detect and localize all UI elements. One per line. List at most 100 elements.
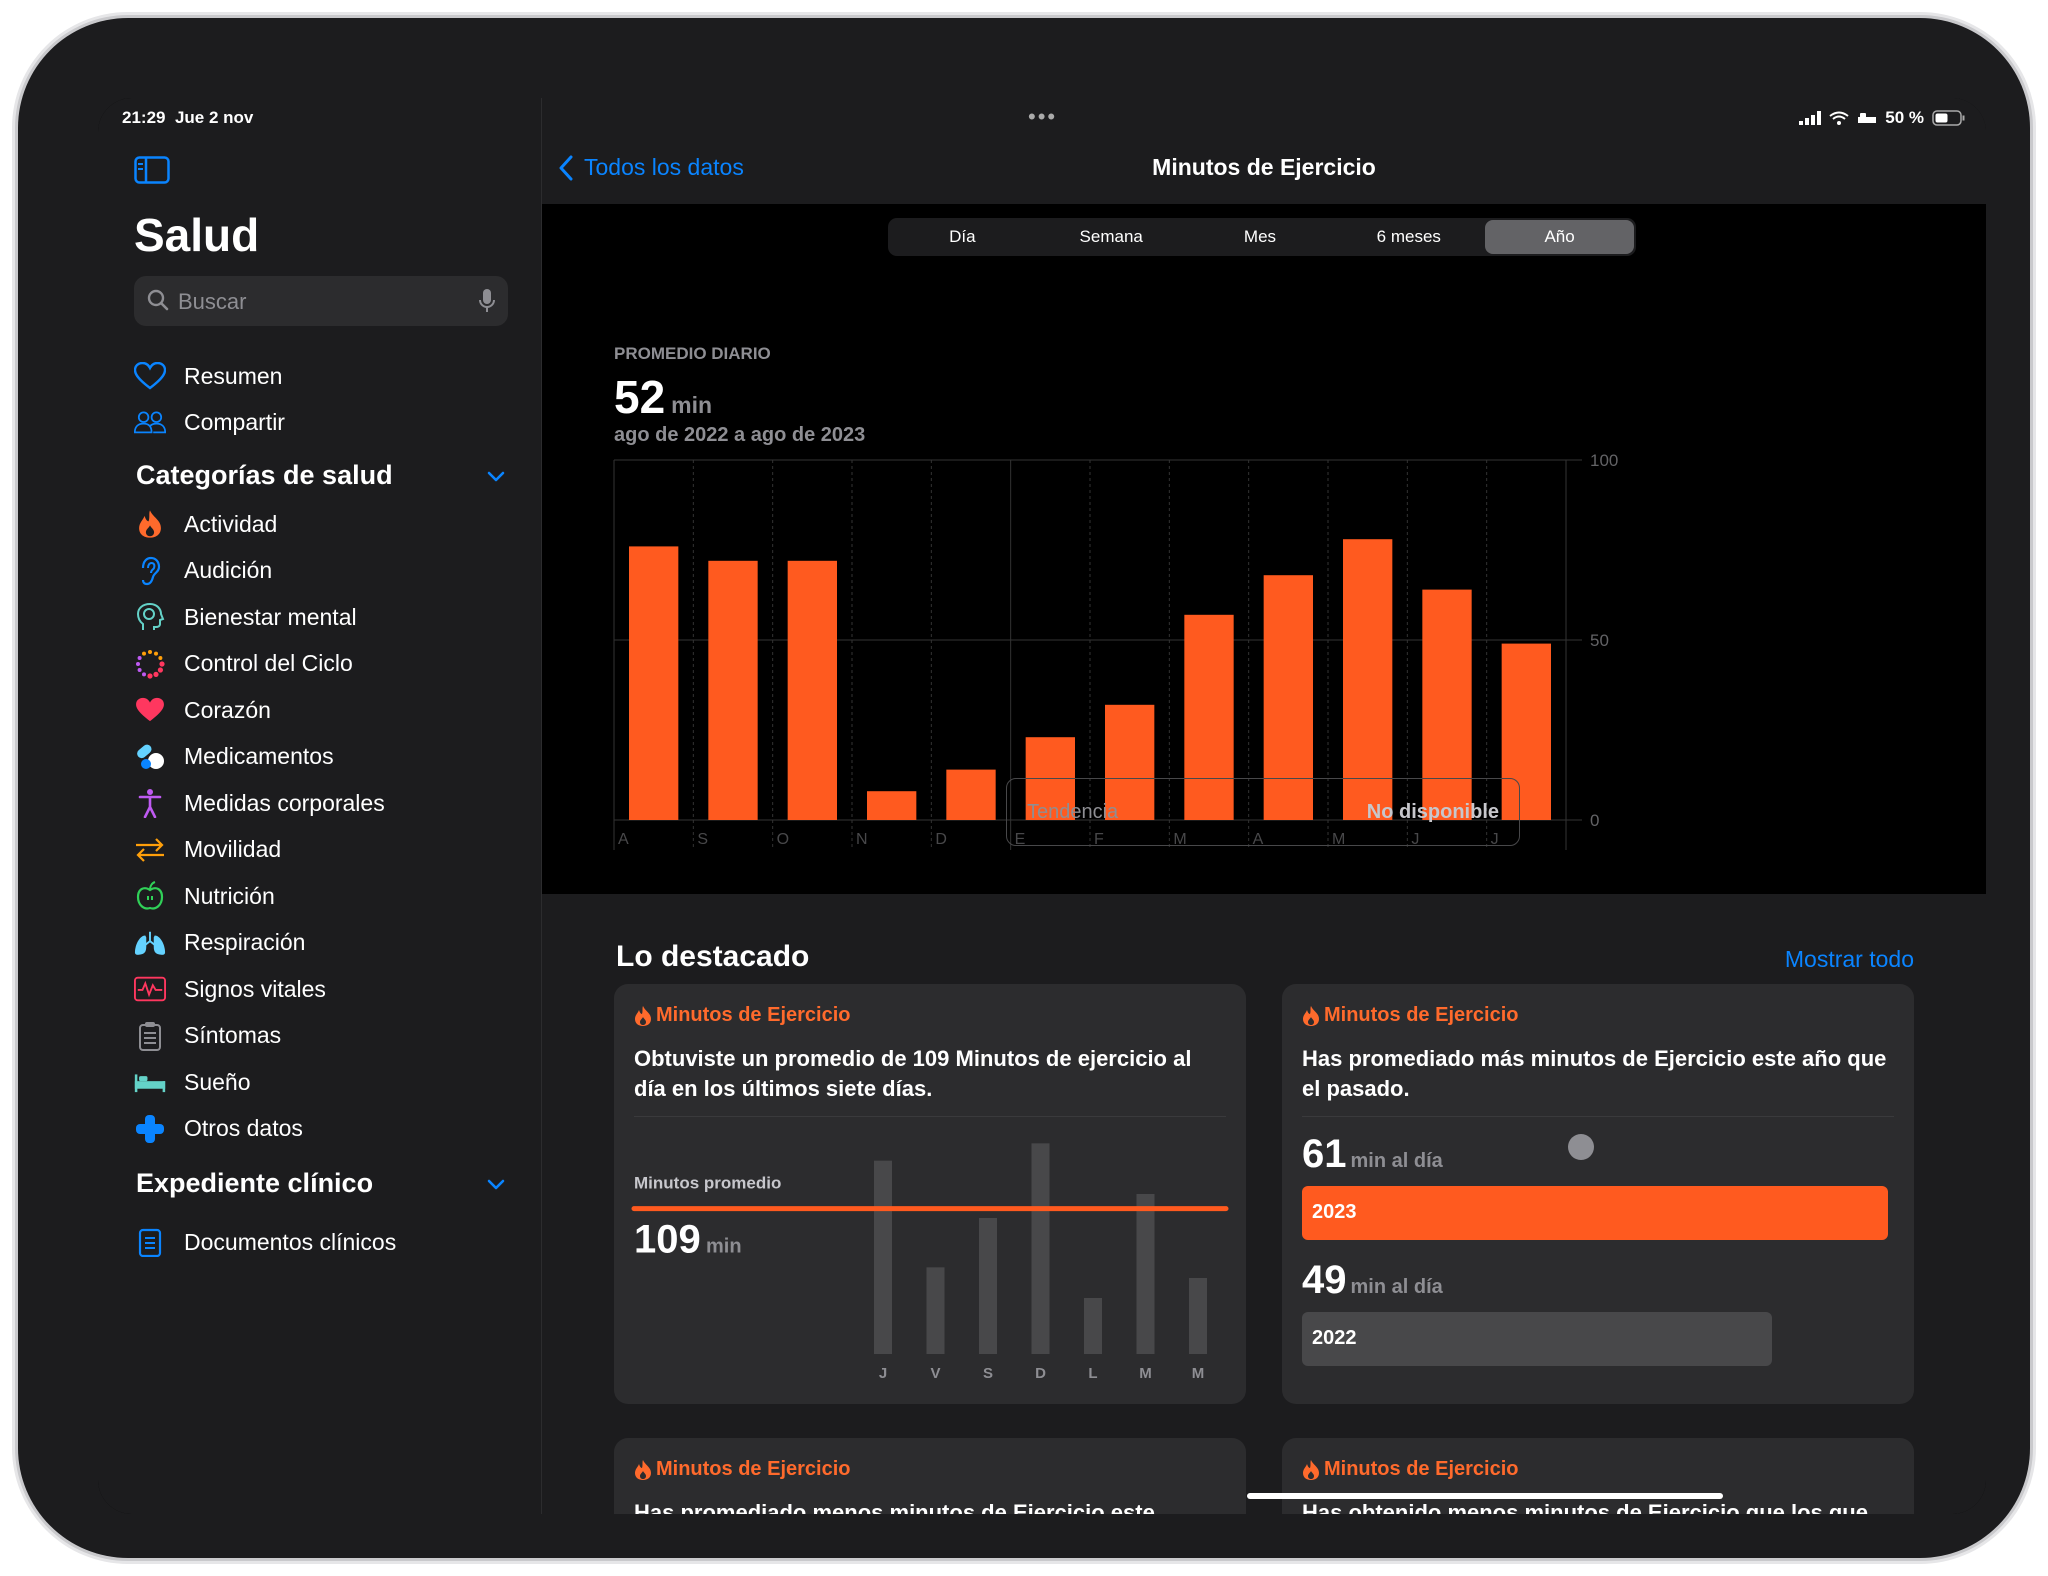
sidebar-item-respiración[interactable]: Respiración — [134, 917, 514, 969]
sidebar-item-documentos[interactable]: Documentos clínicos — [134, 1216, 514, 1268]
x-tick-label: J — [1411, 831, 1419, 848]
sidebar-item-audición[interactable]: Audición — [134, 545, 514, 597]
sidebar-item-label: Documentos clínicos — [184, 1228, 397, 1255]
cellular-signal-icon — [1799, 111, 1822, 125]
x-tick-label: E — [1015, 831, 1026, 848]
summary-label: PROMEDIO DIARIO — [614, 344, 771, 363]
y-tick-label: 100 — [1590, 451, 1618, 470]
people-icon — [134, 406, 166, 438]
exercise-minutes-bar-chart[interactable]: 100 50 0 A S O N D E F M A M J J — [542, 204, 1986, 894]
sidebar-item-otros-datos[interactable]: Otros datos — [134, 1103, 514, 1155]
sidebar-item-medidas-corporales[interactable]: Medidas corporales — [134, 777, 514, 829]
sidebar-item-label: Corazón — [184, 696, 271, 723]
battery-icon — [1932, 110, 1965, 126]
time-range-segmented-control[interactable]: Día Semana Mes 6 meses Año — [888, 218, 1636, 256]
sidebar-item-bienestar-mental[interactable]: Bienestar mental — [134, 591, 514, 643]
sidebar-toggle-icon[interactable] — [134, 156, 170, 189]
lungs-icon — [134, 927, 166, 959]
highlight-card-yearly[interactable]: Minutos de Ejercicio Has promediado más … — [1282, 984, 1914, 1404]
bar-2[interactable] — [787, 560, 837, 820]
highlight-card-weekly[interactable]: Minutos de Ejercicio Obtuviste un promed… — [614, 984, 1246, 1404]
sidebar-item-label: Signos vitales — [184, 975, 326, 1002]
x-tick-label: O — [777, 831, 789, 848]
x-tick-label: A — [1253, 831, 1264, 848]
sidebar-item-label: Respiración — [184, 929, 306, 955]
document-icon — [134, 1226, 166, 1258]
segment-dia[interactable]: Día — [949, 227, 976, 246]
x-tick-label: M — [1173, 831, 1186, 848]
highlight-card-3[interactable]: Minutos de Ejercicio Has promediado meno… — [614, 1438, 1246, 1514]
bar-0[interactable] — [629, 546, 679, 820]
sidebar-item-label: Otros datos — [184, 1115, 303, 1141]
show-all-link[interactable]: Mostrar todo — [1784, 946, 1914, 972]
mini-bar — [1084, 1298, 1102, 1354]
device-frame: 21:29 Jue 2 nov Salud Buscar Resumen Com… — [18, 18, 2030, 1558]
value-2023: 61 min al día — [1302, 1132, 1443, 1176]
flame-icon — [635, 1005, 651, 1026]
sidebar-item-label: Medicamentos — [184, 743, 334, 769]
bar-7[interactable] — [1184, 614, 1234, 820]
segment-semana[interactable]: Semana — [1079, 227, 1143, 246]
sidebar-item-nutrición[interactable]: Nutrición — [134, 870, 514, 922]
bar-11[interactable] — [1501, 643, 1551, 820]
section-header-expediente[interactable]: Expediente clínico — [136, 1168, 374, 1198]
apple-icon — [134, 880, 166, 912]
trend-row[interactable]: Tendencia No disponible — [1006, 778, 1520, 846]
sidebar-item-control-del-ciclo[interactable]: Control del Ciclo — [134, 638, 514, 690]
x-tick-label: J — [1491, 831, 1499, 848]
bar-6[interactable] — [1105, 704, 1155, 820]
sidebar-item-actividad[interactable]: Actividad — [134, 498, 514, 550]
section-header-categorias[interactable]: Categorías de salud — [136, 460, 393, 490]
pills-icon — [134, 741, 166, 773]
flame-icon — [1303, 1005, 1319, 1026]
bar-9[interactable] — [1343, 539, 1393, 820]
mini-x-label: S — [983, 1365, 993, 1382]
bar-4[interactable] — [946, 769, 996, 820]
back-button[interactable]: Todos los datos — [558, 154, 744, 181]
bar-3[interactable] — [867, 791, 917, 820]
segment-mes[interactable]: Mes — [1243, 227, 1277, 246]
x-tick-label: A — [618, 831, 629, 848]
x-tick-label: F — [1094, 831, 1104, 848]
head-icon — [134, 601, 166, 633]
mini-bar — [1189, 1278, 1207, 1354]
sidebar-item-label: Sueño — [184, 1068, 251, 1095]
bar-1[interactable] — [708, 560, 758, 820]
search-field[interactable]: Buscar — [134, 276, 508, 326]
summary-value: 52 min — [614, 371, 713, 423]
status-bar-right: 50 % — [1686, 98, 1986, 134]
home-indicator[interactable] — [1247, 1493, 1723, 1499]
bed-icon — [134, 1066, 166, 1098]
sidebar-item-síntomas[interactable]: Síntomas — [134, 1010, 514, 1062]
chevron-down-icon[interactable] — [486, 1178, 506, 1197]
bar-8[interactable] — [1263, 575, 1313, 820]
sidebar-item-signos-vitales[interactable]: Signos vitales — [134, 963, 514, 1015]
sidebar-item-label: Síntomas — [184, 1022, 282, 1048]
chevron-down-icon[interactable] — [486, 470, 506, 489]
multitasking-dots-icon[interactable]: ••• — [1028, 104, 1058, 129]
highlights-title: Lo destacado — [616, 940, 810, 973]
segment-6-meses[interactable]: 6 meses — [1376, 227, 1441, 246]
segment-ano[interactable]: Año — [1485, 220, 1634, 254]
bar-10[interactable] — [1422, 589, 1472, 820]
sidebar-item-label: Resumen — [184, 362, 283, 389]
microphone-icon[interactable] — [478, 288, 496, 320]
bar-2023: 2023 — [1302, 1186, 1888, 1240]
clipboard-icon — [134, 1020, 166, 1052]
sidebar-item-sueño[interactable]: Sueño — [134, 1056, 514, 1108]
highlight-card-4[interactable]: Minutos de Ejercicio Has obtenido menos … — [1282, 1438, 1914, 1514]
vitals-icon — [134, 973, 166, 1005]
card-header: Minutos de Ejercicio — [1302, 1458, 1518, 1481]
sidebar-item-compartir[interactable]: Compartir — [134, 396, 514, 448]
average-value: 109 — [634, 1218, 701, 1262]
sidebar-item-medicamentos[interactable]: Medicamentos — [134, 731, 514, 783]
mini-x-label: V — [930, 1365, 940, 1382]
value-2022: 49 min al día — [1302, 1258, 1443, 1302]
sidebar-item-resumen[interactable]: Resumen — [134, 350, 514, 402]
mini-x-label: M — [1192, 1365, 1205, 1382]
x-tick-label: N — [856, 831, 868, 848]
arrows-icon — [134, 834, 166, 866]
sidebar-item-movilidad[interactable]: Movilidad — [134, 824, 514, 876]
card-header: Minutos de Ejercicio — [634, 1458, 850, 1481]
sidebar-item-corazón[interactable]: Corazón — [134, 684, 514, 736]
